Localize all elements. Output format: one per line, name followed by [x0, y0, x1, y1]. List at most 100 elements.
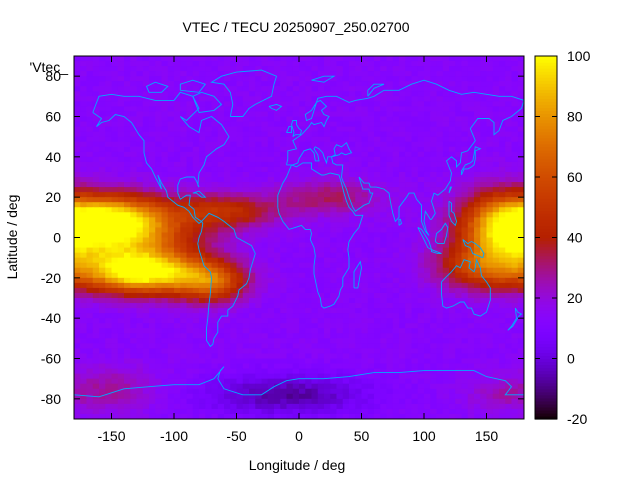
heatmap-cell	[136, 388, 144, 395]
heatmap-cell	[380, 66, 388, 72]
heatmap-cell	[317, 262, 325, 269]
heatmap-cell	[461, 192, 469, 198]
heatmap-cell	[349, 217, 356, 223]
heatmap-cell	[486, 106, 494, 113]
heatmap-cell	[380, 398, 388, 405]
heatmap-cell	[117, 197, 125, 203]
heatmap-cell	[111, 101, 119, 108]
heatmap-cell	[274, 358, 281, 365]
heatmap-cell	[505, 207, 513, 213]
heatmap-cell	[161, 277, 169, 284]
heatmap-cell	[155, 81, 163, 87]
heatmap-cell	[424, 141, 431, 148]
heatmap-cell	[205, 202, 213, 208]
heatmap-cell	[336, 197, 344, 203]
heatmap-cell	[99, 141, 106, 148]
heatmap-cell	[499, 237, 506, 244]
heatmap-cell	[399, 91, 406, 97]
heatmap-cell	[242, 212, 250, 218]
heatmap-cell	[286, 106, 294, 113]
heatmap-cell	[399, 388, 406, 395]
heatmap-cell	[99, 323, 106, 329]
heatmap-cell	[436, 197, 444, 203]
heatmap-cell	[80, 76, 88, 82]
heatmap-cell	[292, 76, 300, 82]
heatmap-cell	[467, 81, 475, 87]
heatmap-cell	[305, 192, 313, 198]
heatmap-cell	[411, 267, 419, 274]
heatmap-cell	[511, 76, 519, 82]
heatmap-cell	[305, 358, 313, 365]
heatmap-cell	[430, 393, 438, 400]
heatmap-cell	[249, 141, 256, 148]
heatmap-cell	[92, 66, 100, 72]
heatmap-cell	[417, 383, 425, 390]
heatmap-cell	[386, 146, 394, 153]
heatmap-cell	[86, 313, 94, 319]
heatmap-cell	[342, 303, 350, 309]
heatmap-cell	[161, 66, 169, 72]
heatmap-cell	[86, 121, 94, 128]
heatmap-cell	[436, 393, 444, 400]
heatmap-cell	[474, 333, 481, 339]
heatmap-cell	[499, 161, 506, 168]
heatmap-cell	[342, 358, 350, 365]
heatmap-cell	[155, 212, 163, 218]
heatmap-cell	[411, 96, 419, 102]
heatmap-cell	[161, 358, 169, 365]
heatmap-cell	[374, 106, 381, 113]
heatmap-cell	[111, 232, 119, 239]
heatmap-cell	[299, 368, 306, 375]
heatmap-cell	[124, 202, 131, 208]
heatmap-cell	[199, 318, 206, 324]
heatmap-cell	[142, 257, 150, 264]
heatmap-cell	[486, 308, 494, 314]
heatmap-cell	[186, 136, 194, 143]
heatmap-cell	[130, 222, 138, 229]
heatmap-cell	[180, 151, 188, 158]
heatmap-cell	[174, 358, 181, 365]
heatmap-cell	[467, 292, 475, 299]
heatmap-cell	[267, 252, 275, 259]
heatmap-cell	[292, 252, 300, 259]
heatmap-cell	[299, 237, 306, 244]
heatmap-cell	[324, 86, 331, 92]
heatmap-cell	[461, 131, 469, 138]
heatmap-cell	[292, 61, 300, 67]
heatmap-cell	[236, 328, 244, 334]
heatmap-cell	[436, 383, 444, 390]
heatmap-cell	[161, 313, 169, 319]
heatmap-cell	[167, 262, 175, 269]
heatmap-cell	[474, 262, 481, 269]
heatmap-cell	[336, 363, 344, 370]
heatmap-cell	[136, 227, 144, 234]
heatmap-cell	[367, 177, 375, 183]
heatmap-cell	[324, 247, 331, 254]
heatmap-cell	[436, 277, 444, 284]
heatmap-cell	[355, 202, 363, 208]
heatmap-cell	[492, 272, 500, 279]
heatmap-cell	[86, 156, 94, 163]
heatmap-cell	[105, 333, 113, 339]
heatmap-cell	[455, 212, 463, 218]
heatmap-cell	[430, 166, 438, 173]
heatmap-cell	[405, 111, 413, 118]
heatmap-cell	[142, 91, 150, 97]
heatmap-cell	[74, 232, 81, 239]
heatmap-cell	[342, 287, 350, 294]
heatmap-cell	[480, 61, 488, 67]
heatmap-cell	[449, 313, 456, 319]
heatmap-cell	[180, 111, 188, 118]
heatmap-cell	[86, 323, 94, 329]
heatmap-cell	[236, 141, 244, 148]
heatmap-cell	[211, 277, 219, 284]
heatmap-cell	[111, 151, 119, 158]
heatmap-cell	[130, 373, 138, 380]
heatmap-cell	[367, 388, 375, 395]
heatmap-cell	[355, 353, 363, 360]
heatmap-cell	[86, 192, 94, 198]
heatmap-cell	[324, 91, 331, 97]
heatmap-cell	[230, 207, 238, 213]
heatmap-cell	[467, 111, 475, 118]
heatmap-cell	[330, 378, 338, 385]
